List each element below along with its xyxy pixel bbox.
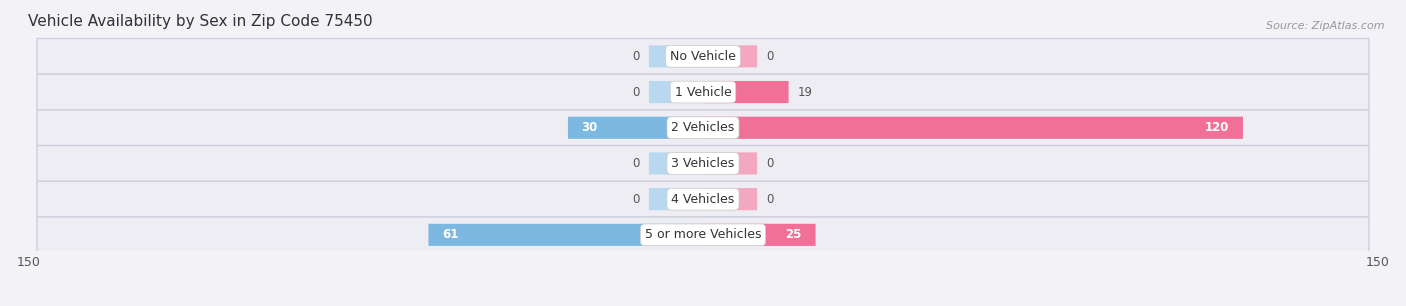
Text: 1 Vehicle: 1 Vehicle xyxy=(675,86,731,99)
Text: 25: 25 xyxy=(786,228,801,241)
Text: 0: 0 xyxy=(633,50,640,63)
FancyBboxPatch shape xyxy=(703,224,815,246)
Text: 0: 0 xyxy=(633,193,640,206)
Text: 30: 30 xyxy=(582,121,598,134)
Text: 4 Vehicles: 4 Vehicles xyxy=(672,193,734,206)
FancyBboxPatch shape xyxy=(650,81,703,103)
Text: 61: 61 xyxy=(441,228,458,241)
FancyBboxPatch shape xyxy=(37,74,1369,110)
FancyBboxPatch shape xyxy=(37,110,1369,146)
Text: 120: 120 xyxy=(1205,121,1229,134)
FancyBboxPatch shape xyxy=(37,39,1369,74)
FancyBboxPatch shape xyxy=(650,45,703,67)
Text: 0: 0 xyxy=(766,157,773,170)
FancyBboxPatch shape xyxy=(703,45,756,67)
Text: Vehicle Availability by Sex in Zip Code 75450: Vehicle Availability by Sex in Zip Code … xyxy=(28,13,373,28)
Text: 0: 0 xyxy=(633,86,640,99)
FancyBboxPatch shape xyxy=(703,81,789,103)
FancyBboxPatch shape xyxy=(568,117,703,139)
Text: Source: ZipAtlas.com: Source: ZipAtlas.com xyxy=(1267,21,1385,32)
FancyBboxPatch shape xyxy=(703,117,1243,139)
Text: 5 or more Vehicles: 5 or more Vehicles xyxy=(645,228,761,241)
Text: 2 Vehicles: 2 Vehicles xyxy=(672,121,734,134)
Legend: Male, Female: Male, Female xyxy=(633,303,773,306)
FancyBboxPatch shape xyxy=(37,181,1369,217)
FancyBboxPatch shape xyxy=(703,152,756,174)
Text: 3 Vehicles: 3 Vehicles xyxy=(672,157,734,170)
Text: 19: 19 xyxy=(797,86,813,99)
FancyBboxPatch shape xyxy=(650,152,703,174)
Text: 0: 0 xyxy=(766,50,773,63)
FancyBboxPatch shape xyxy=(429,224,703,246)
FancyBboxPatch shape xyxy=(650,188,703,210)
Text: No Vehicle: No Vehicle xyxy=(671,50,735,63)
Text: 0: 0 xyxy=(633,157,640,170)
Text: 0: 0 xyxy=(766,193,773,206)
FancyBboxPatch shape xyxy=(37,217,1369,253)
FancyBboxPatch shape xyxy=(37,146,1369,181)
FancyBboxPatch shape xyxy=(703,188,756,210)
